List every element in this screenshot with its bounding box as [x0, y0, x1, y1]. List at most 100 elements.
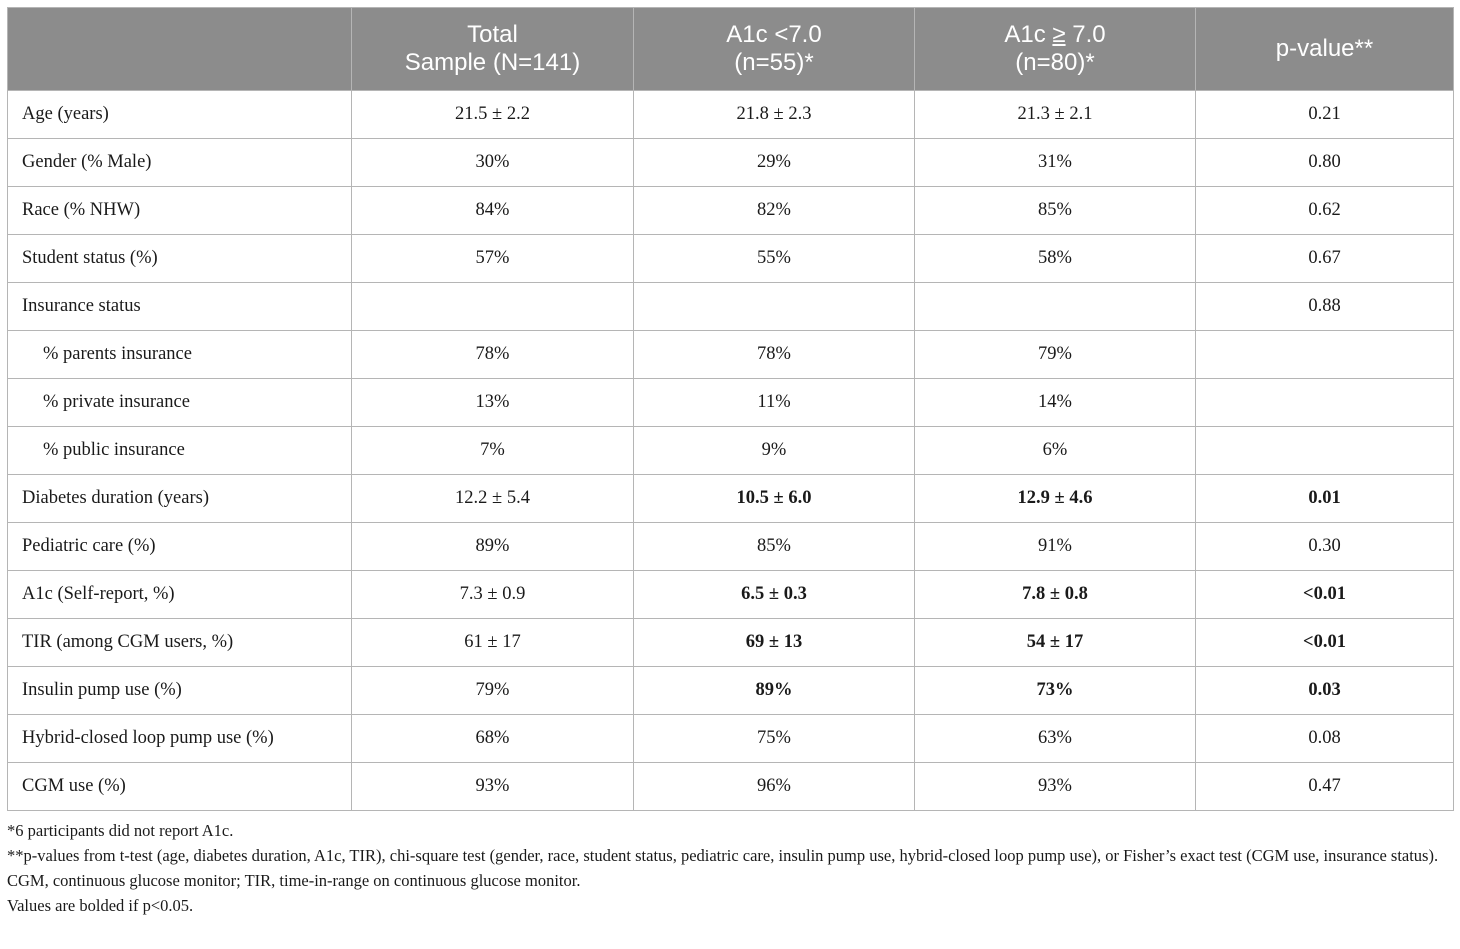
cell-a1c-at-least-7: 12.9 ± 4.6 [914, 474, 1196, 523]
row-label: Pediatric care (%) [7, 522, 352, 571]
header-a1c-below-7: A1c <7.0 (n=55)* [633, 7, 915, 91]
cell-p-value: 0.03 [1195, 666, 1454, 715]
table-row: Hybrid-closed loop pump use (%) 68% 75% 63%… [7, 714, 1454, 763]
cell-total: 12.2 ± 5.4 [351, 474, 634, 523]
cell-a1c-below-7: 29% [633, 138, 915, 187]
footnote-abbreviations: CGM, continuous glucose monitor; TIR, ti… [7, 871, 581, 890]
cell-a1c-at-least-7: 85% [914, 186, 1196, 235]
cell-a1c-at-least-7: 93% [914, 762, 1196, 811]
row-label: CGM use (%) [7, 762, 352, 811]
cell-a1c-below-7: 6.5 ± 0.3 [633, 570, 915, 619]
table-row: Gender (% Male) 30% 29% 31% 0.80 [7, 138, 1454, 187]
cell-total: 57% [351, 234, 634, 283]
cell-a1c-at-least-7: 63% [914, 714, 1196, 763]
cell-a1c-below-7: 89% [633, 666, 915, 715]
cell-total: 7% [351, 426, 634, 475]
cell-a1c-below-7: 85% [633, 522, 915, 571]
cell-a1c-below-7: 75% [633, 714, 915, 763]
cell-total: 93% [351, 762, 634, 811]
row-label: Diabetes duration (years) [7, 474, 352, 523]
cell-p-value: 0.21 [1195, 90, 1454, 139]
cell-a1c-below-7: 96% [633, 762, 915, 811]
table-row: Pediatric care (%) 89% 85% 91% 0.30 [7, 522, 1454, 571]
header-total-sample: Total Sample (N=141) [351, 7, 634, 91]
cell-total: 84% [351, 186, 634, 235]
cell-a1c-below-7: 78% [633, 330, 915, 379]
table-row: A1c (Self-report, %) 7.3 ± 0.9 6.5 ± 0.3 7.… [7, 570, 1454, 619]
table-header: Total Sample (N=141) A1c <7.0 (n=55)* A1… [7, 7, 1454, 91]
cell-total: 79% [351, 666, 634, 715]
cell-a1c-at-least-7: 21.3 ± 2.1 [914, 90, 1196, 139]
cell-a1c-at-least-7: 73% [914, 666, 1196, 715]
cell-total: 61 ± 17 [351, 618, 634, 667]
table-body: Age (years) 21.5 ± 2.2 21.8 ± 2.3 21.3 ± 2.… [7, 90, 1454, 811]
row-label: A1c (Self-report, %) [7, 570, 352, 619]
cell-a1c-at-least-7: 14% [914, 378, 1196, 427]
cell-total: 78% [351, 330, 634, 379]
header-p-value: p-value** [1195, 7, 1454, 91]
cell-a1c-below-7 [633, 282, 915, 331]
cell-p-value: 0.30 [1195, 522, 1454, 571]
header-empty [7, 7, 352, 91]
header-row: Total Sample (N=141) A1c <7.0 (n=55)* A1… [7, 7, 1454, 91]
row-label: % parents insurance [7, 330, 352, 379]
cell-p-value [1195, 378, 1454, 427]
cell-total: 21.5 ± 2.2 [351, 90, 634, 139]
cell-total: 7.3 ± 0.9 [351, 570, 634, 619]
cell-a1c-below-7: 11% [633, 378, 915, 427]
table-container: Total Sample (N=141) A1c <7.0 (n=55)* A1… [7, 7, 1454, 811]
footnote-a1c: *6 participants did not report A1c. [7, 821, 234, 840]
cell-p-value [1195, 426, 1454, 475]
cell-a1c-at-least-7: 54 ± 17 [914, 618, 1196, 667]
row-label: Student status (%) [7, 234, 352, 283]
cell-a1c-below-7: 69 ± 13 [633, 618, 915, 667]
cell-p-value: 0.62 [1195, 186, 1454, 235]
table-row: Insulin pump use (%) 79% 89% 73% 0.03 [7, 666, 1454, 715]
cell-a1c-below-7: 82% [633, 186, 915, 235]
table-row: CGM use (%) 93% 96% 93% 0.47 [7, 762, 1454, 811]
table-row: Student status (%) 57% 55% 58% 0.67 [7, 234, 1454, 283]
table-row: % public insurance 7% 9% 6% [7, 426, 1454, 475]
row-label: % public insurance [7, 426, 352, 475]
cell-p-value: <0.01 [1195, 570, 1454, 619]
footnote-p-values: **p-values from t-test (age, diabetes du… [7, 846, 1439, 865]
cell-p-value: 0.67 [1195, 234, 1454, 283]
cell-a1c-below-7: 9% [633, 426, 915, 475]
row-label: % private insurance [7, 378, 352, 427]
row-label: Race (% NHW) [7, 186, 352, 235]
footnotes: *6 participants did not report A1c. **p-… [7, 818, 1453, 918]
cell-total: 13% [351, 378, 634, 427]
table-row: Insurance status 0.88 [7, 282, 1454, 331]
row-label: Insulin pump use (%) [7, 666, 352, 715]
row-label: Hybrid-closed loop pump use (%) [7, 714, 352, 763]
cell-p-value: 0.01 [1195, 474, 1454, 523]
cell-a1c-below-7: 21.8 ± 2.3 [633, 90, 915, 139]
row-label: TIR (among CGM users, %) [7, 618, 352, 667]
cell-total: 89% [351, 522, 634, 571]
cell-a1c-at-least-7: 6% [914, 426, 1196, 475]
table-row: TIR (among CGM users, %) 61 ± 17 69 ± 13 54… [7, 618, 1454, 667]
cell-a1c-below-7: 55% [633, 234, 915, 283]
cell-p-value: <0.01 [1195, 618, 1454, 667]
table-row: Diabetes duration (years) 12.2 ± 5.4 10.5 … [7, 474, 1454, 523]
cell-p-value: 0.88 [1195, 282, 1454, 331]
row-label: Insurance status [7, 282, 352, 331]
table-row: % private insurance 13% 11% 14% [7, 378, 1454, 427]
cell-total: 30% [351, 138, 634, 187]
cell-a1c-at-least-7 [914, 282, 1196, 331]
cell-a1c-at-least-7: 79% [914, 330, 1196, 379]
row-label: Age (years) [7, 90, 352, 139]
cell-total [351, 282, 634, 331]
cell-a1c-below-7: 10.5 ± 6.0 [633, 474, 915, 523]
table-row: Age (years) 21.5 ± 2.2 21.8 ± 2.3 21.3 ± 2.… [7, 90, 1454, 139]
cell-p-value [1195, 330, 1454, 379]
cell-p-value: 0.47 [1195, 762, 1454, 811]
cell-a1c-at-least-7: 58% [914, 234, 1196, 283]
cell-total: 68% [351, 714, 634, 763]
cell-p-value: 0.80 [1195, 138, 1454, 187]
table-row: Race (% NHW) 84% 82% 85% 0.62 [7, 186, 1454, 235]
cell-a1c-at-least-7: 31% [914, 138, 1196, 187]
header-a1c-at-least-7: A1c ≥ 7.0 (n=80)* [914, 7, 1196, 91]
row-label: Gender (% Male) [7, 138, 352, 187]
cell-a1c-at-least-7: 7.8 ± 0.8 [914, 570, 1196, 619]
